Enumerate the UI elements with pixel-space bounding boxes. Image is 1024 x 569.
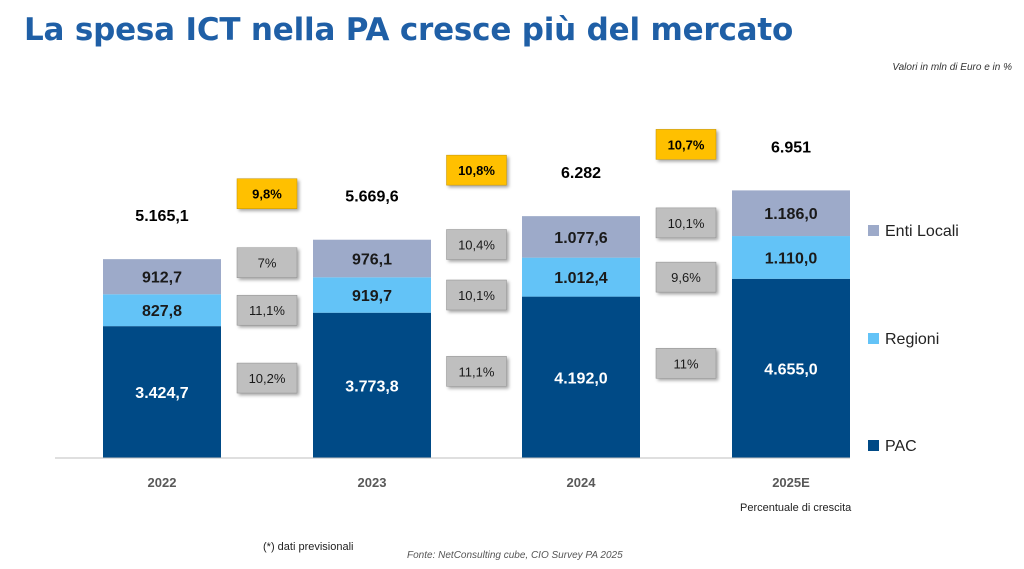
tick-label-2024: 2024 xyxy=(567,475,597,490)
data-label-regioni-2025E: 1.110,0 xyxy=(765,250,818,267)
data-label-pac-2024: 4.192,0 xyxy=(554,370,607,387)
data-label-enti-locali-2025E: 1.186,0 xyxy=(764,206,817,223)
tick-label-2022: 2022 xyxy=(148,475,177,490)
data-label-enti-locali-2023: 976,1 xyxy=(352,252,392,269)
growth-box-enti-locali-1 xyxy=(446,229,507,260)
data-label-regioni-2024: 1.012,4 xyxy=(554,270,607,287)
bar-regioni-2023 xyxy=(313,277,431,313)
legend-label-pac: PAC xyxy=(885,438,917,455)
legend-label-regioni: Regioni xyxy=(885,331,939,348)
growth-box-total-2 xyxy=(655,129,717,160)
legend-swatch-pac xyxy=(868,440,879,451)
growth-box-pac-0 xyxy=(236,362,298,394)
total-label-2025E: 6.951 xyxy=(771,139,811,156)
growth-label: Percentuale di crescita xyxy=(740,502,852,514)
data-label-enti-locali-2022: 912,7 xyxy=(142,270,182,287)
growth-label-enti-locali-0: 7% xyxy=(258,256,277,271)
bar-enti-locali-2025E xyxy=(732,190,850,237)
growth-box-pac-1 xyxy=(446,356,507,387)
growth-box-enti-locali-2 xyxy=(655,207,717,239)
units-subtitle: Valori in mln di Euro e in % xyxy=(892,62,1012,73)
tick-label-2023: 2023 xyxy=(358,475,387,490)
bar-regioni-2022 xyxy=(103,294,221,327)
data-label-pac-2023: 3.773,8 xyxy=(345,378,398,395)
growth-label-pac-0: 10,2% xyxy=(249,371,286,386)
data-label-enti-locali-2024: 1.077,6 xyxy=(554,230,607,247)
growth-label-total-1: 10,8% xyxy=(458,163,495,178)
bar-pac-2024 xyxy=(522,296,640,458)
data-label-pac-2022: 3.424,7 xyxy=(135,385,188,402)
growth-label-regioni-0: 11,1% xyxy=(249,303,285,318)
growth-box-total-0 xyxy=(236,178,298,209)
growth-box-regioni-1 xyxy=(446,279,507,311)
growth-label-pac-1: 11,1% xyxy=(459,364,495,379)
growth-box-regioni-2 xyxy=(655,261,717,293)
bar-enti-locali-2023 xyxy=(313,239,431,278)
total-label-2022: 5.165,1 xyxy=(135,208,188,225)
source-note: Fonte: NetConsulting cube, CIO Survey PA… xyxy=(407,550,623,561)
data-label-regioni-2023: 919,7 xyxy=(352,288,392,305)
data-label-regioni-2022: 827,8 xyxy=(142,303,182,320)
bar-pac-2022 xyxy=(103,326,221,458)
page-title: La spesa ICT nella PA cresce più del mer… xyxy=(24,12,794,48)
legend-swatch-enti-locali xyxy=(868,225,879,236)
bar-regioni-2024 xyxy=(522,257,640,297)
tick-label-2025E: 2025E xyxy=(772,475,810,490)
bar-enti-locali-2024 xyxy=(522,216,640,258)
growth-box-regioni-0 xyxy=(236,294,298,326)
growth-box-enti-locali-0 xyxy=(236,247,298,278)
growth-label-total-2: 10,7% xyxy=(668,137,705,152)
growth-label-pac-2: 11% xyxy=(673,356,698,371)
growth-box-total-1 xyxy=(446,154,507,186)
legend-label-enti-locali: Enti Locali xyxy=(885,223,959,240)
legend-swatch-regioni xyxy=(868,333,879,344)
bar-enti-locali-2022 xyxy=(103,259,221,295)
growth-label-regioni-1: 10,1% xyxy=(458,288,495,303)
total-label-2023: 5.669,6 xyxy=(345,189,398,206)
growth-label-total-0: 9,8% xyxy=(252,187,282,202)
bar-pac-2025E xyxy=(732,278,850,458)
total-label-2024: 6.282 xyxy=(561,165,601,182)
forecast-note: (*) dati previsionali xyxy=(263,541,354,553)
growth-label-enti-locali-1: 10,4% xyxy=(458,238,495,253)
bar-regioni-2025E xyxy=(732,236,850,279)
growth-label-regioni-2: 9,6% xyxy=(671,270,701,285)
bar-pac-2023 xyxy=(313,312,431,458)
growth-label-enti-locali-2: 10,1% xyxy=(668,216,705,231)
data-label-pac-2025E: 4.655,0 xyxy=(764,361,817,378)
growth-box-pac-2 xyxy=(655,348,717,379)
